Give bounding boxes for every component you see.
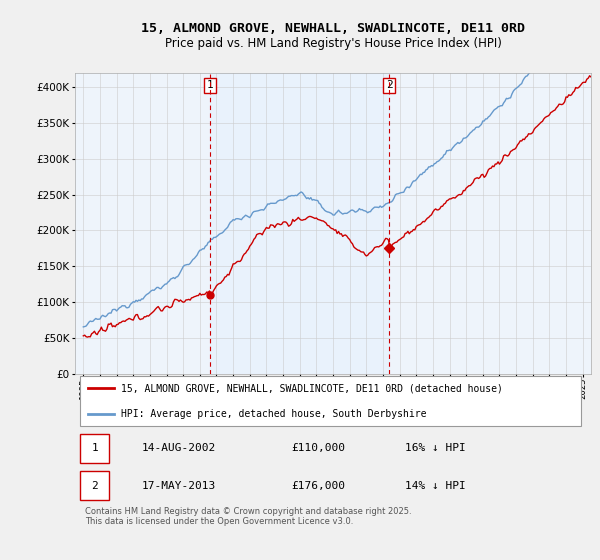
Text: 15, ALMOND GROVE, NEWHALL, SWADLINCOTE, DE11 0RD (detached house): 15, ALMOND GROVE, NEWHALL, SWADLINCOTE, … [121,384,503,394]
Text: 1: 1 [207,80,214,90]
Text: £110,000: £110,000 [292,444,346,453]
Text: Contains HM Land Registry data © Crown copyright and database right 2025.
This d: Contains HM Land Registry data © Crown c… [85,507,412,526]
Text: 16% ↓ HPI: 16% ↓ HPI [405,444,466,453]
Text: 15, ALMOND GROVE, NEWHALL, SWADLINCOTE, DE11 0RD: 15, ALMOND GROVE, NEWHALL, SWADLINCOTE, … [141,21,525,35]
Text: Price paid vs. HM Land Registry's House Price Index (HPI): Price paid vs. HM Land Registry's House … [164,37,502,50]
Text: 14-AUG-2002: 14-AUG-2002 [142,444,217,453]
Bar [210,73,389,374]
Text: 14% ↓ HPI: 14% ↓ HPI [405,481,466,491]
FancyBboxPatch shape [80,376,581,426]
Text: 2: 2 [386,80,392,90]
Text: £176,000: £176,000 [292,481,346,491]
Text: 17-MAY-2013: 17-MAY-2013 [142,481,217,491]
Text: 2: 2 [91,481,98,491]
Text: HPI: Average price, detached house, South Derbyshire: HPI: Average price, detached house, Sout… [121,409,427,418]
Text: 1: 1 [91,444,98,453]
FancyBboxPatch shape [80,433,109,463]
FancyBboxPatch shape [80,471,109,500]
